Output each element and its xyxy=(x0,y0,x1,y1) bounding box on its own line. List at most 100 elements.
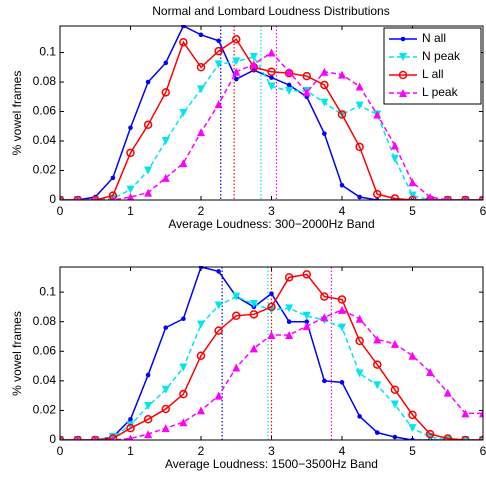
marker xyxy=(267,48,276,57)
series-line xyxy=(60,38,483,200)
marker xyxy=(443,434,452,440)
marker xyxy=(144,401,153,410)
marker xyxy=(463,196,468,200)
marker xyxy=(216,38,221,44)
marker xyxy=(302,88,311,97)
marker xyxy=(161,385,170,394)
marker xyxy=(197,320,205,329)
marker xyxy=(399,53,407,61)
marker xyxy=(197,406,205,415)
marker xyxy=(410,437,415,440)
legend-label: L all xyxy=(422,67,444,81)
marker xyxy=(400,36,406,42)
marker xyxy=(355,142,364,152)
marker xyxy=(144,188,153,197)
marker xyxy=(197,128,205,137)
marker xyxy=(390,154,399,163)
marker xyxy=(408,191,417,200)
marker xyxy=(373,381,382,390)
marker xyxy=(214,46,223,56)
marker xyxy=(144,166,153,175)
marker xyxy=(143,120,153,130)
marker xyxy=(339,182,345,188)
series-line xyxy=(60,273,483,440)
marker xyxy=(249,299,258,308)
marker xyxy=(390,339,399,348)
marker xyxy=(337,110,347,119)
y-tick-label: 0.08 xyxy=(33,74,57,88)
chart-title: Normal and Lombard Loudness Distribution… xyxy=(152,4,389,18)
marker xyxy=(128,125,133,131)
marker xyxy=(216,269,221,274)
y-tick-label: 0.06 xyxy=(33,343,57,357)
marker xyxy=(110,175,116,181)
marker xyxy=(197,85,205,94)
y-tick-label: 0.02 xyxy=(33,163,57,177)
marker xyxy=(163,60,169,66)
marker xyxy=(284,273,294,282)
marker xyxy=(479,409,483,418)
marker xyxy=(249,60,258,69)
marker xyxy=(302,270,311,279)
marker xyxy=(249,52,258,61)
marker xyxy=(374,430,380,435)
x-tick-label: 5 xyxy=(409,204,416,218)
marker xyxy=(267,331,276,340)
marker xyxy=(161,404,170,414)
marker xyxy=(355,314,364,323)
marker xyxy=(443,388,452,397)
marker xyxy=(426,367,435,376)
marker xyxy=(285,304,294,313)
marker xyxy=(320,80,329,90)
marker xyxy=(425,429,435,439)
marker xyxy=(286,82,292,88)
marker xyxy=(285,331,294,340)
marker xyxy=(355,336,364,346)
marker xyxy=(390,400,399,409)
x-tick-label: 6 xyxy=(480,204,486,218)
y-axis-label: % vowel frames xyxy=(10,71,24,156)
marker xyxy=(214,301,223,310)
marker xyxy=(269,291,274,296)
marker xyxy=(110,436,115,440)
marker xyxy=(198,32,204,38)
marker xyxy=(179,37,188,47)
marker xyxy=(161,424,170,433)
marker xyxy=(373,110,382,119)
marker xyxy=(355,82,364,91)
plot-content xyxy=(60,266,483,440)
marker xyxy=(285,67,294,76)
marker xyxy=(145,79,151,85)
marker xyxy=(179,389,188,399)
marker xyxy=(196,351,206,360)
marker xyxy=(338,305,346,314)
marker xyxy=(163,325,169,330)
marker xyxy=(373,189,382,199)
x-tick-label: 5 xyxy=(409,444,416,458)
marker xyxy=(249,344,258,353)
marker xyxy=(249,310,259,319)
marker xyxy=(338,323,346,332)
marker xyxy=(398,70,408,80)
x-tick-label: 1 xyxy=(127,444,134,458)
marker xyxy=(339,380,345,385)
marker xyxy=(179,159,188,168)
marker xyxy=(461,435,470,440)
marker xyxy=(355,369,364,378)
marker xyxy=(322,378,327,384)
marker xyxy=(161,137,170,146)
marker xyxy=(214,100,223,109)
y-tick-label: 0 xyxy=(49,432,56,446)
marker xyxy=(126,423,135,433)
marker xyxy=(179,109,188,117)
plot-content xyxy=(60,25,483,200)
y-tick-label: 0 xyxy=(49,192,56,206)
x-tick-label: 4 xyxy=(339,444,346,458)
legend-box xyxy=(383,27,482,105)
y-tick-label: 0.1 xyxy=(39,284,56,298)
marker xyxy=(232,292,241,301)
marker xyxy=(93,436,98,440)
marker xyxy=(408,195,417,200)
legend: N all N peak L all L peak xyxy=(383,27,482,105)
marker xyxy=(196,63,206,72)
